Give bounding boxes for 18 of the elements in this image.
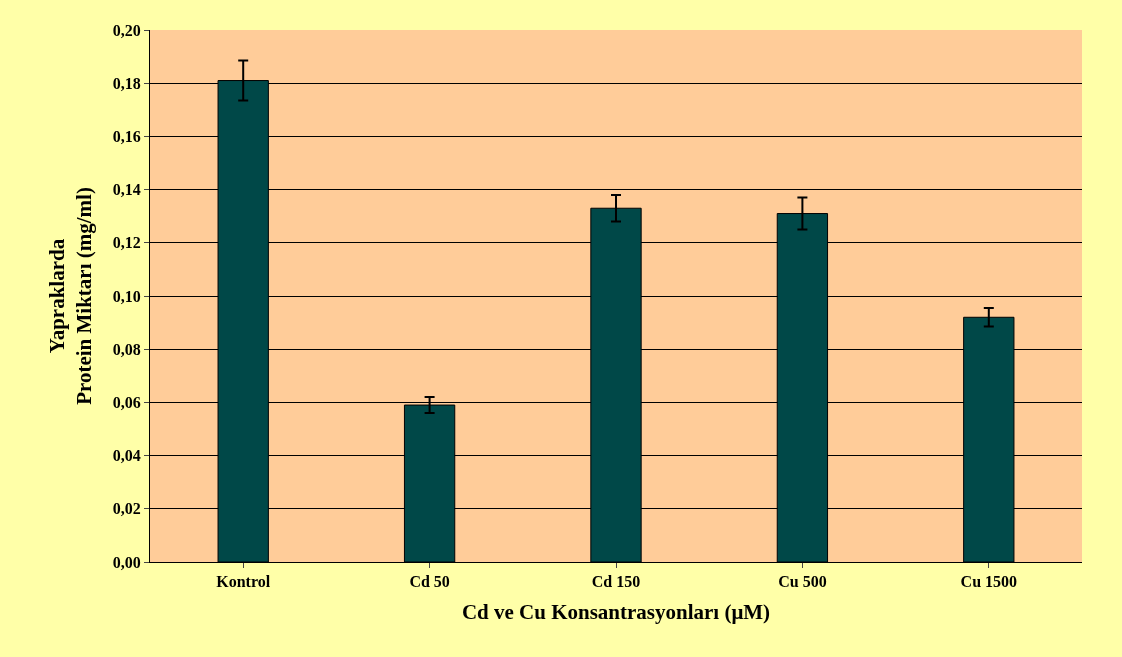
y-tick-label: 0,16 [112,128,141,145]
y-tick-label: 0,18 [112,74,141,92]
y-tick-label: 0,00 [112,553,141,571]
x-tick-label: Cu 500 [778,573,827,591]
y-tick-label: 0,10 [112,287,141,305]
x-tick-label: Cd 150 [591,573,641,591]
x-tick-label: Kontrol [216,573,271,591]
y-tick-label: 0,02 [112,500,141,518]
y-tick-label: 0,20 [112,21,141,39]
y-tick-label: 0,06 [112,394,141,411]
x-axis-title: Cd ve Cu Konsantrasyonları (μM) [461,600,771,625]
y-tick-label: 0,08 [112,340,141,358]
y-tick-label: 0,12 [112,234,141,252]
x-tick-label: Cu 1500 [960,573,1018,591]
x-tick-label: Cd 50 [409,573,450,591]
y-tick-label: 0,14 [112,181,141,199]
y-axis-title: Yapraklarda Protein Miktarı (mg/ml) [44,187,96,405]
y-tick-label: 0,04 [112,447,141,465]
